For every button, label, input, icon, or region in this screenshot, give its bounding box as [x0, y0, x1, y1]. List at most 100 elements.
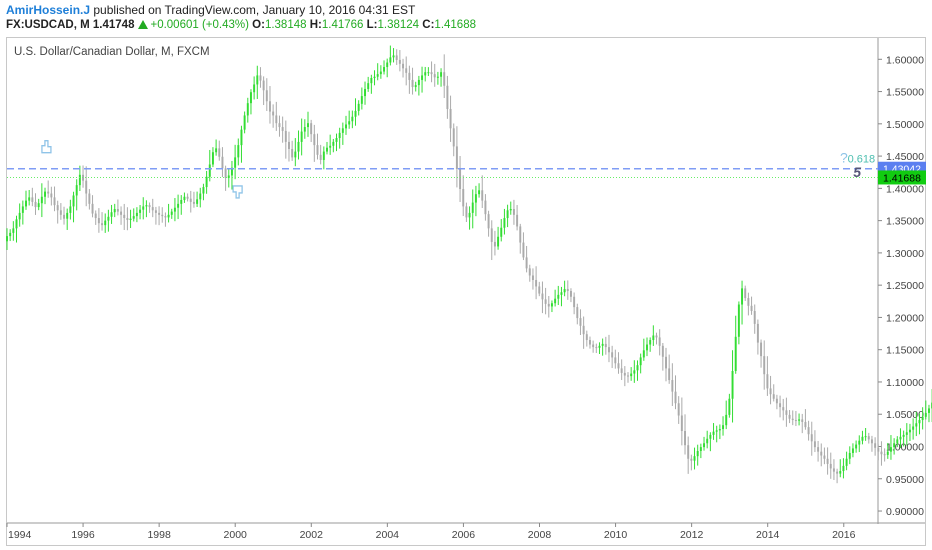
- candle-body: [478, 190, 481, 195]
- candle-body: [59, 210, 62, 215]
- candle-body: [541, 293, 544, 300]
- x-tick-label: 1996: [71, 529, 95, 541]
- candle-body: [338, 132, 341, 139]
- candle-body: [918, 420, 921, 424]
- candle-body: [34, 201, 37, 208]
- publish-header: AmirHossein.J published on TradingView.c…: [0, 0, 932, 36]
- candle-body: [313, 134, 316, 146]
- x-tick-label: 2012: [680, 529, 704, 541]
- candle-body: [506, 210, 509, 219]
- candle-body: [915, 423, 918, 427]
- x-tick-label: 2004: [376, 529, 400, 541]
- candle-body: [703, 443, 706, 448]
- candle-body: [452, 128, 455, 147]
- candle-body: [896, 439, 899, 444]
- candle-body: [820, 451, 823, 456]
- x-tick-label: 1994: [8, 529, 32, 541]
- candle-body: [557, 294, 560, 299]
- candle-body: [775, 398, 778, 404]
- candle-body: [497, 236, 500, 247]
- candle-body: [598, 345, 601, 348]
- up-triangle-icon: [138, 20, 149, 29]
- y-tick-label: 1.55000: [886, 87, 924, 99]
- candle-body: [116, 209, 119, 212]
- candle-body: [221, 156, 224, 169]
- candle-body: [503, 218, 506, 228]
- x-tick-label: 2010: [604, 529, 628, 541]
- candle-body: [465, 206, 468, 218]
- candle-body: [129, 218, 132, 220]
- author-link[interactable]: AmirHossein.J: [6, 3, 91, 17]
- candle-body: [322, 151, 325, 160]
- y-tick-label: 1.25000: [886, 280, 924, 292]
- candle-body: [607, 347, 610, 353]
- candle-body: [237, 145, 240, 158]
- candle-body: [218, 148, 221, 157]
- candle-body: [167, 214, 170, 218]
- candle-body: [481, 190, 484, 201]
- y-tick-label: 1.20000: [886, 312, 924, 324]
- candle-body: [848, 452, 851, 459]
- candle-body: [183, 196, 186, 200]
- candle-body: [310, 123, 313, 135]
- candle-body: [281, 127, 284, 131]
- candle-body: [630, 373, 633, 377]
- candle-body: [417, 79, 420, 86]
- candle-body: [842, 465, 845, 472]
- candle-body: [354, 110, 357, 117]
- candle-body: [889, 447, 892, 452]
- candle-body: [72, 195, 75, 207]
- candle-body: [474, 194, 477, 203]
- candle-body: [747, 298, 750, 306]
- candle-body: [877, 447, 880, 452]
- candle-body: [487, 214, 490, 229]
- chart-frame[interactable]: [6, 37, 926, 546]
- candle-body: [329, 145, 332, 148]
- candle-body: [341, 128, 344, 133]
- candle-body: [674, 391, 677, 404]
- candle-body: [636, 365, 639, 371]
- candle-body: [284, 130, 287, 142]
- price-change: +0.00601 (+0.43%): [150, 19, 249, 31]
- candle-body: [278, 123, 281, 128]
- open-label: O:: [252, 19, 265, 31]
- candle-body: [443, 72, 446, 86]
- candle-body: [484, 200, 487, 215]
- candle-body: [291, 148, 294, 158]
- pointer-down-icon: [232, 185, 243, 199]
- candle-body: [715, 430, 718, 432]
- candle-body: [902, 434, 905, 437]
- candle-body: [63, 214, 66, 219]
- candle-body: [595, 347, 598, 349]
- x-tick-label: 1998: [147, 529, 171, 541]
- last-price-tag: [878, 170, 926, 185]
- candle-body: [402, 63, 405, 69]
- candle-body: [6, 236, 8, 242]
- y-tick-label: 1.15000: [886, 345, 924, 357]
- candle-body: [699, 447, 702, 452]
- x-tick-label: 2002: [300, 529, 324, 541]
- candle-body: [753, 310, 756, 324]
- candle-body: [560, 292, 563, 295]
- candle-body: [627, 375, 629, 377]
- candle-body: [642, 350, 645, 358]
- chart-title: U.S. Dollar/Canadian Dollar, M, FXCM: [14, 46, 210, 58]
- candle-body: [839, 471, 842, 474]
- candle-body: [386, 62, 389, 68]
- candle-body: [249, 92, 252, 104]
- candle-body: [66, 212, 69, 219]
- candle-body: [44, 191, 47, 197]
- candle-body: [744, 288, 747, 299]
- candle-body: [215, 148, 218, 153]
- candle-body: [665, 356, 667, 369]
- candle-body: [845, 458, 848, 466]
- candle-body: [772, 394, 775, 399]
- candle-body: [75, 185, 78, 196]
- candle-body: [870, 439, 873, 444]
- candle-body: [126, 218, 129, 220]
- pointer-up-icon: [41, 140, 52, 154]
- candle-body: [861, 436, 864, 441]
- candle-body: [154, 210, 157, 213]
- candle-body: [579, 318, 582, 326]
